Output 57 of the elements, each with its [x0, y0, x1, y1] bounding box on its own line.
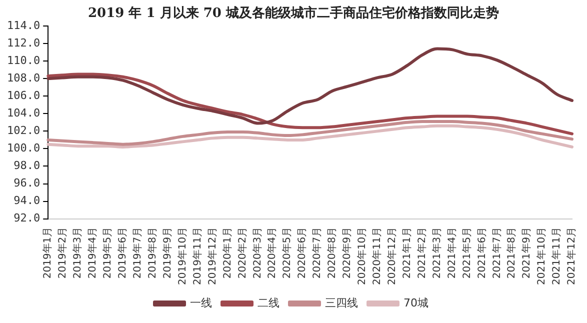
x-tick-label: 2020年2月	[236, 226, 248, 279]
x-tick-label: 2019年10月	[176, 226, 188, 286]
x-tick-label: 2021年12月	[566, 226, 578, 286]
x-tick-label: 2019年7月	[132, 226, 144, 279]
x-tick-label: 2021年9月	[520, 226, 533, 279]
x-tick-label: 2019年1月	[42, 226, 54, 279]
y-tick-label: 110.0	[6, 54, 40, 67]
y-tick-label: 96.0	[14, 176, 40, 190]
x-tick-label: 2019年6月	[116, 226, 129, 279]
y-tick-label: 104.0	[6, 106, 40, 120]
x-tick-label: 2020年6月	[296, 226, 308, 279]
y-tick-label: 100.0	[6, 142, 40, 155]
x-tick-label: 2021年8月	[506, 226, 518, 279]
y-tick-label: 92.0	[14, 212, 40, 225]
x-tick-label: 2020年5月	[281, 226, 294, 279]
x-tick-label: 2019年2月	[56, 226, 69, 279]
y-tick-label: 102.0	[6, 124, 40, 138]
y-tick-label: 114.0	[6, 18, 40, 32]
y-tick-label: 98.0	[14, 159, 40, 172]
x-tick-label: 2019年4月	[86, 226, 99, 279]
x-tick-label: 2020年12月	[386, 226, 398, 286]
legend-label: 70城	[404, 296, 428, 310]
x-tick-label: 2019年11月	[191, 226, 204, 286]
line-series	[46, 72, 574, 136]
x-tick-label: 2021年11月	[550, 226, 563, 286]
x-tick-label: 2021年1月	[400, 226, 413, 279]
legend-label: 三四线	[325, 296, 358, 310]
x-tick-label: 2021年7月	[490, 226, 503, 279]
x-tick-label: 2019年3月	[72, 226, 84, 279]
x-tick-label: 2020年3月	[251, 226, 264, 279]
x-tick-label: 2020年7月	[311, 226, 324, 279]
x-tick-label: 2020年10月	[356, 226, 368, 286]
x-tick-label: 2021年2月	[416, 226, 428, 279]
x-tick-label: 2021年6月	[476, 226, 488, 279]
x-tick-label: 2021年10月	[536, 226, 548, 286]
x-tick-label: 2020年11月	[371, 226, 384, 286]
x-tick-label: 2020年4月	[266, 226, 278, 279]
x-tick-label: 2020年8月	[326, 226, 338, 279]
x-tick-label: 2021年4月	[446, 226, 458, 279]
x-tick-label: 2020年1月	[221, 226, 234, 279]
y-tick-label: 94.0	[14, 194, 40, 208]
x-tick-label: 2020年9月	[341, 226, 354, 279]
legend-label: 一线	[190, 296, 212, 310]
line-series	[46, 47, 574, 125]
y-tick-label: 112.0	[6, 36, 40, 50]
x-tick-label: 2021年3月	[430, 226, 443, 279]
line-series	[46, 120, 574, 146]
y-tick-label: 108.0	[6, 71, 40, 84]
x-tick-label: 2019年8月	[146, 226, 158, 279]
x-tick-label: 2021年5月	[460, 226, 473, 279]
x-tick-label: 2019年9月	[161, 226, 174, 279]
line-series	[46, 124, 574, 148]
x-tick-label: 2019年12月	[206, 226, 218, 286]
legend-label: 二线	[258, 296, 280, 310]
x-tick-label: 2019年5月	[102, 226, 114, 279]
y-tick-label: 106.0	[6, 88, 40, 102]
chart-title: 2019 年 1 月以来 70 城及各能级城市二手商品住宅价格指数同比走势	[88, 6, 499, 21]
